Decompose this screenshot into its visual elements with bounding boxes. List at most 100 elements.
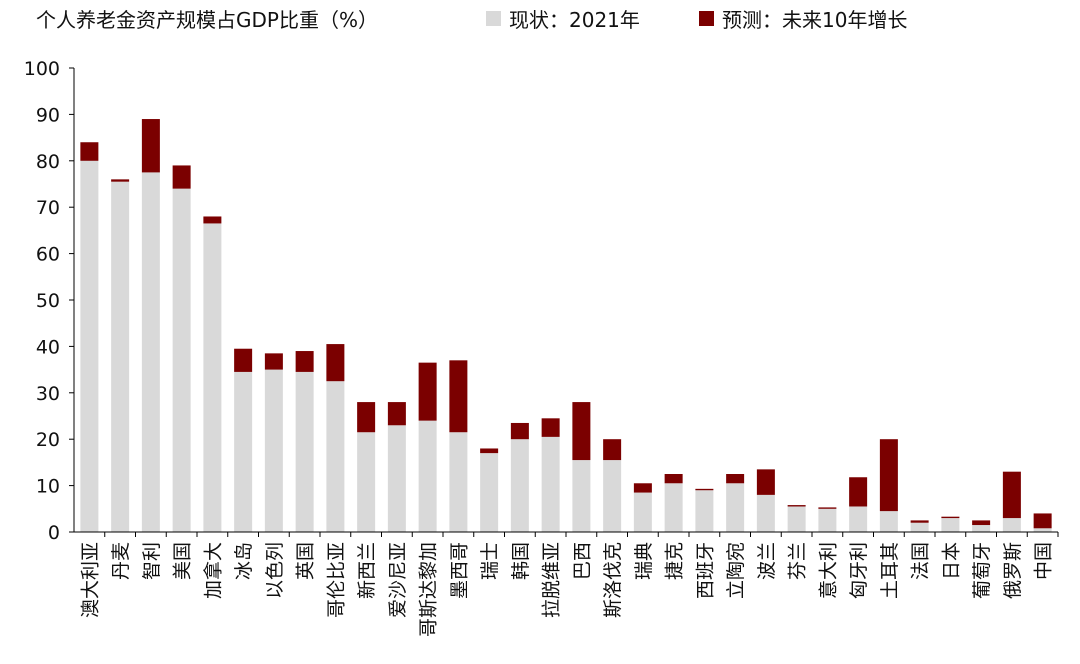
bar-forecast — [141, 119, 160, 173]
y-tick-label: 40 — [36, 336, 60, 358]
y-tick-label: 20 — [36, 429, 60, 451]
bar-forecast — [695, 488, 714, 491]
chart-title: 个人养老金资产规模占GDP比重（%） — [36, 8, 378, 32]
y-tick-label: 100 — [24, 58, 60, 80]
bar-forecast — [295, 351, 314, 372]
bar-current — [387, 425, 406, 532]
bar-forecast — [172, 165, 191, 189]
x-tick-label: 英国 — [295, 542, 317, 580]
x-tick-label: 立陶宛 — [725, 542, 747, 599]
x-tick-label: 以色列 — [264, 542, 286, 599]
bar-current — [1002, 518, 1021, 532]
x-axis: 澳大利亚 丹麦 智利 美国 加拿大 冰岛 以色列 英国 哥伦比亚 新西兰 爱沙尼亚 哥斯达黎加 墨西哥瑞… — [74, 531, 1059, 637]
x-tick-label: 法国 — [910, 542, 932, 580]
x-tick-label: 葡萄牙 — [971, 542, 993, 599]
bar-current — [141, 172, 160, 532]
bar-current — [234, 371, 253, 532]
bar-forecast — [972, 520, 991, 526]
x-tick-label: 新西兰 — [356, 542, 378, 599]
bar-forecast — [633, 483, 652, 493]
bar-forecast — [1033, 513, 1052, 529]
x-tick-label: 美国 — [172, 542, 194, 580]
bar-current — [849, 506, 868, 532]
bar-forecast — [849, 477, 868, 507]
legend-item-forecast: 预测：未来10年增长 — [699, 4, 907, 33]
bar-forecast — [756, 469, 775, 495]
bar-current — [264, 369, 283, 532]
bar-forecast — [357, 402, 376, 433]
bar-forecast — [1002, 471, 1021, 519]
y-tick-label: 0 — [48, 522, 60, 544]
y-tick-label: 30 — [36, 383, 60, 405]
bar-forecast — [418, 362, 437, 421]
x-tick-label: 捷克 — [664, 542, 686, 580]
bar-forecast — [941, 516, 960, 519]
bar-current — [172, 188, 191, 532]
bar-current — [818, 508, 837, 532]
x-tick-label: 丹麦 — [110, 542, 132, 580]
bar-forecast — [449, 360, 468, 433]
bar-current — [572, 460, 591, 532]
bar-forecast — [234, 348, 253, 372]
bar-forecast — [510, 422, 529, 440]
y-tick-label: 90 — [36, 104, 60, 126]
legend-label-forecast: 预测：未来10年增长 — [722, 8, 908, 32]
x-tick-label: 加拿大 — [201, 542, 224, 599]
bar-current — [295, 371, 314, 532]
legend-swatch-forecast — [699, 11, 714, 26]
bar-forecast — [264, 353, 283, 370]
bar-forecast — [326, 344, 345, 382]
bar-forecast — [572, 402, 591, 461]
bar-current — [480, 453, 499, 532]
bar-current — [633, 492, 652, 532]
bar-current — [941, 518, 960, 532]
x-tick-label: 土耳其 — [879, 542, 901, 599]
x-tick-label: 日本 — [940, 542, 962, 580]
x-tick-label: 匈牙利 — [848, 542, 870, 599]
y-tick-label: 10 — [36, 476, 60, 498]
y-tick-label: 80 — [36, 151, 60, 173]
x-tick-label: 爱沙尼亚 — [387, 542, 409, 618]
bar-forecast — [879, 439, 898, 512]
bar-forecast — [818, 507, 837, 509]
bar-current — [357, 432, 376, 532]
bar-forecast — [910, 520, 929, 523]
bar-current — [664, 483, 683, 532]
bar-current — [787, 506, 806, 532]
bar-current — [1033, 528, 1052, 532]
bar-current — [695, 490, 714, 532]
bar-forecast — [664, 474, 683, 484]
y-axis: 0 10 20 30 40 50 60 70 80 90 100 — [24, 58, 75, 544]
legend-item-current: 现状：2021年 — [486, 4, 640, 33]
x-tick-label: 俄罗斯 — [1002, 542, 1024, 599]
x-tick-label: 墨西哥 — [448, 542, 470, 599]
y-tick-label: 50 — [36, 290, 60, 312]
x-tick-label: 意大利 — [817, 542, 839, 599]
x-tick-label: 芬兰 — [787, 542, 809, 580]
x-tick-label: 韩国 — [510, 542, 532, 580]
bar-forecast — [787, 505, 806, 507]
bar-forecast — [480, 448, 499, 454]
y-tick-label: 70 — [36, 197, 60, 219]
bar-current — [418, 420, 437, 532]
bar-current — [879, 511, 898, 532]
bar-forecast — [726, 474, 745, 484]
bar-forecast — [111, 179, 130, 182]
bar-current — [326, 381, 345, 532]
bar-forecast — [603, 439, 622, 461]
x-tick-label: 哥斯达黎加 — [418, 542, 440, 637]
x-tick-label: 中国 — [1033, 542, 1055, 580]
bar-forecast — [203, 216, 222, 224]
x-tick-label: 智利 — [141, 542, 163, 580]
bar-current — [111, 181, 130, 532]
bar-forecast — [80, 142, 99, 161]
bar-current — [756, 494, 775, 532]
legend-swatch-current — [486, 11, 501, 26]
x-tick-label: 拉脱维亚 — [541, 542, 563, 618]
bar-current — [203, 223, 222, 532]
x-tick-label: 冰岛 — [233, 542, 255, 580]
bar-forecast — [387, 402, 406, 426]
bar-current — [449, 432, 468, 532]
x-tick-label: 哥伦比亚 — [325, 542, 347, 618]
